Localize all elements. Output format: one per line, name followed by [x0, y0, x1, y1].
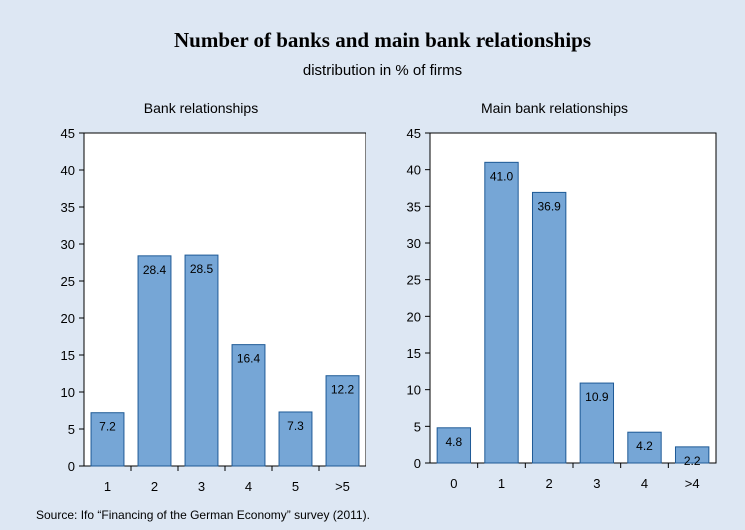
y-tick-label: 10 [407, 383, 421, 398]
chart-subtitle: distribution in % of firms [302, 62, 463, 79]
x-tick-label: >5 [335, 479, 350, 494]
y-tick-label: 10 [61, 385, 75, 400]
bar [325, 375, 360, 467]
chart-title: Number of banks and main bank relationsh… [173, 28, 592, 52]
panel-title: Main bank relationships [480, 100, 629, 116]
x-tick-label: 3 [198, 479, 205, 494]
y-tick-label: 45 [61, 126, 75, 141]
bar-value-label: 2.2 [684, 454, 701, 468]
bar [674, 446, 710, 464]
y-tick-label: 45 [407, 126, 421, 141]
bar-value-label: 10.9 [585, 390, 609, 404]
y-tick-label: 35 [61, 200, 75, 215]
bar-value-label: 16.4 [237, 352, 261, 366]
y-tick-label: 25 [407, 273, 421, 288]
bar-value-label: 36.9 [537, 199, 561, 213]
y-tick-label: 5 [68, 422, 75, 437]
plot-area [83, 132, 366, 467]
x-tick-label: >4 [685, 476, 700, 491]
main-bank-relationships-chart: 0 5 10 15 20 25 30 35 40 45 4.8 0 41.0 1 36.9 2 10.9 3 4.2… [407, 126, 717, 491]
y-tick-label: 15 [61, 348, 75, 363]
bar-value-label: 12.2 [331, 383, 355, 397]
bar [436, 427, 472, 464]
bar-value-label: 28.4 [143, 263, 167, 277]
bar [184, 254, 219, 467]
y-tick-label: 5 [414, 419, 421, 434]
source-note: Source: Ifo “Financing of the German Eco… [36, 508, 370, 522]
x-tick-label: 5 [292, 479, 299, 494]
bar [90, 412, 125, 467]
x-tick-label: 3 [593, 476, 600, 491]
x-tick-label: 4 [641, 476, 648, 491]
bar-value-label: 7.3 [287, 419, 304, 433]
bar [137, 255, 172, 467]
y-tick-label: 40 [407, 163, 421, 178]
bar-value-label: 4.2 [636, 439, 653, 453]
x-tick-label: 0 [450, 476, 457, 491]
y-tick-label: 30 [407, 236, 421, 251]
bar [579, 382, 615, 464]
x-tick-label: 2 [546, 476, 553, 491]
bank-relationships-panel: Bank relationships 0 5 10 15 20 25 30 35 40 45 7.2… [36, 96, 366, 504]
y-tick-label: 40 [61, 163, 75, 178]
y-tick-label: 15 [407, 346, 421, 361]
y-tick-label: 20 [407, 309, 421, 324]
y-tick-label: 0 [414, 456, 421, 471]
y-tick-label: 25 [61, 274, 75, 289]
bar [484, 161, 519, 464]
bar [231, 344, 266, 467]
bar [278, 411, 313, 467]
panel-title: Bank relationships [143, 100, 259, 116]
x-tick-label: 1 [104, 479, 111, 494]
y-tick-label: 30 [61, 237, 75, 252]
bar [531, 191, 567, 464]
main-bank-relationships-panel: Main bank relationships 0 5 10 15 20 25 30 35 40… [382, 96, 727, 504]
bar-value-label: 28.5 [190, 262, 214, 276]
bar [627, 431, 662, 464]
x-tick-label: 4 [245, 479, 252, 494]
x-tick-label: 2 [151, 479, 158, 494]
x-tick-label: 1 [498, 476, 505, 491]
y-tick-label: 35 [407, 199, 421, 214]
plot-area [429, 132, 717, 464]
y-tick-label: 20 [61, 311, 75, 326]
bar-value-label: 4.8 [445, 435, 462, 449]
bank-relationships-chart: 0 5 10 15 20 25 30 35 40 45 7.2 1 28.4 2 28.5 3 16.4 4 7.3… [61, 126, 366, 494]
y-tick-label: 0 [68, 459, 75, 474]
bar-value-label: 7.2 [99, 420, 116, 434]
bar-value-label: 41.0 [490, 169, 514, 183]
